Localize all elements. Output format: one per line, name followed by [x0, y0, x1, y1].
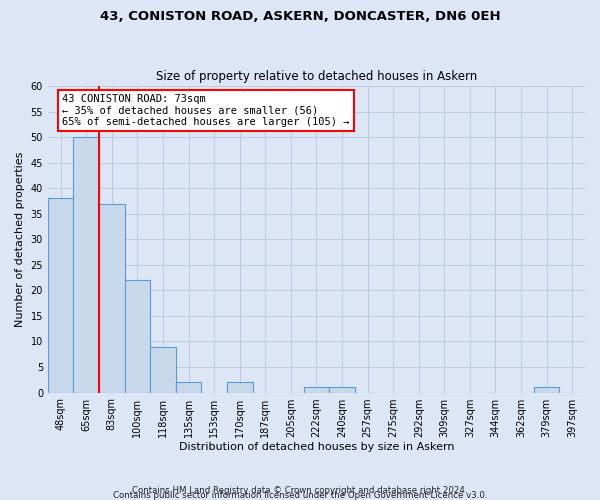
Bar	[227, 382, 253, 392]
Y-axis label: Number of detached properties: Number of detached properties	[15, 152, 25, 327]
Text: Contains public sector information licensed under the Open Government Licence v3: Contains public sector information licen…	[113, 490, 487, 500]
Bar	[99, 204, 125, 392]
Title: Size of property relative to detached houses in Askern: Size of property relative to detached ho…	[156, 70, 477, 84]
Text: 43 CONISTON ROAD: 73sqm
← 35% of detached houses are smaller (56)
65% of semi-de: 43 CONISTON ROAD: 73sqm ← 35% of detache…	[62, 94, 349, 127]
Bar	[329, 388, 355, 392]
Text: Contains HM Land Registry data © Crown copyright and database right 2024.: Contains HM Land Registry data © Crown c…	[132, 486, 468, 495]
Bar	[176, 382, 202, 392]
Bar	[73, 137, 99, 392]
X-axis label: Distribution of detached houses by size in Askern: Distribution of detached houses by size …	[179, 442, 454, 452]
Bar	[534, 388, 559, 392]
Text: 43, CONISTON ROAD, ASKERN, DONCASTER, DN6 0EH: 43, CONISTON ROAD, ASKERN, DONCASTER, DN…	[100, 10, 500, 23]
Bar	[125, 280, 150, 392]
Bar	[150, 346, 176, 393]
Bar	[304, 388, 329, 392]
Bar	[48, 198, 73, 392]
